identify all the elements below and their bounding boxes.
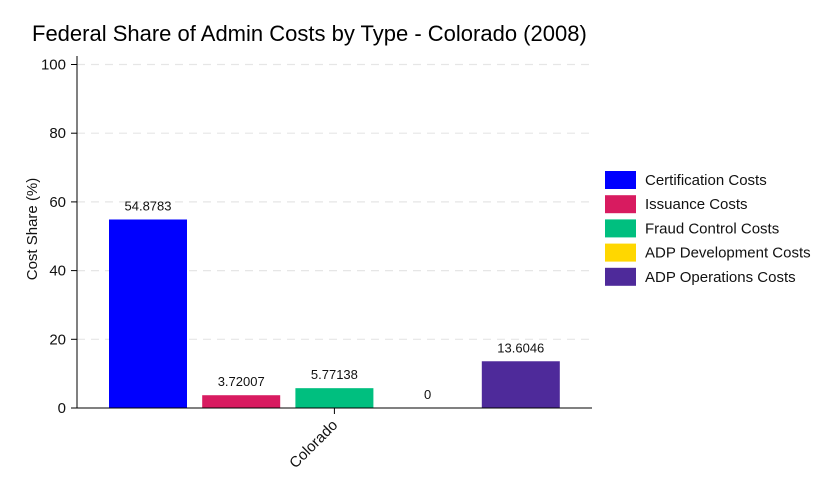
- data-label: 13.6046: [497, 340, 544, 355]
- legend-label: Issuance Costs: [645, 196, 748, 213]
- legend-swatch: [605, 195, 636, 214]
- chart-title: Federal Share of Admin Costs by Type - C…: [32, 21, 587, 46]
- data-labels: 54.8783 3.72007 5.77138 0 13.6046: [125, 198, 545, 402]
- y-tick-label: 20: [49, 331, 66, 348]
- legend-label: Fraud Control Costs: [645, 220, 779, 237]
- legend-swatch: [605, 267, 636, 286]
- y-tick-label: 80: [49, 125, 66, 142]
- legend-label: Certification Costs: [645, 172, 767, 189]
- bar-issuance-costs: [202, 395, 281, 408]
- data-label: 54.8783: [125, 198, 172, 213]
- y-tick-label: 0: [58, 400, 66, 417]
- bar-fraud-control-costs: [295, 388, 374, 408]
- x-tick-label: Colorado: [286, 417, 341, 472]
- y-axis-label: Cost Share (%): [24, 178, 41, 281]
- bar-adp-operations-costs: [481, 361, 560, 408]
- legend-swatch: [605, 171, 636, 189]
- y-tick-label: 40: [49, 263, 66, 280]
- legend-swatch: [605, 219, 636, 238]
- data-label: 3.72007: [218, 374, 265, 389]
- bar-certification-costs: [109, 219, 187, 408]
- legend-swatch: [605, 243, 636, 262]
- data-label: 5.77138: [311, 367, 358, 382]
- y-tick-label: 60: [49, 194, 66, 211]
- legend-label: ADP Operations Costs: [645, 269, 796, 286]
- legend-label: ADP Development Costs: [645, 245, 811, 262]
- legend: Certification Costs Issuance Costs Fraud C…: [605, 171, 811, 286]
- data-label: 0: [424, 387, 431, 402]
- y-tick-label: 100: [41, 57, 66, 74]
- bars: [109, 219, 560, 408]
